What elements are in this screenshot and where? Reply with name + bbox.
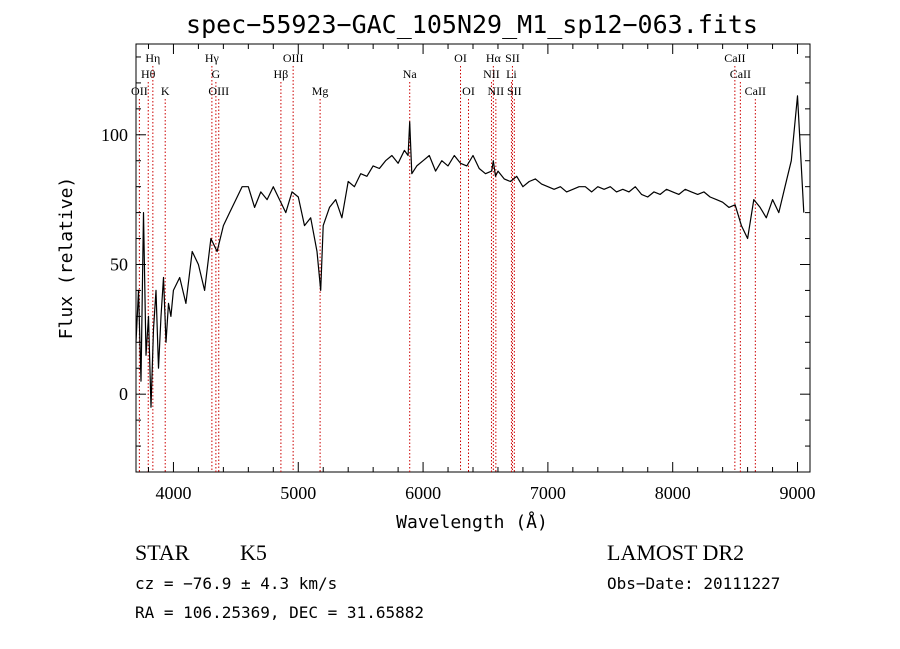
x-tick-label: 7000 <box>530 483 566 503</box>
object-subclass: K5 <box>240 540 267 565</box>
coordinates-text: RA = 106.25369, DEC = 31.65882 <box>135 603 424 622</box>
spectral-line-label: Li <box>506 67 517 81</box>
spectral-line-label: Hη <box>145 51 160 65</box>
x-tick-label: 5000 <box>280 483 316 503</box>
spectral-line-label: Mg <box>312 84 329 98</box>
plot-area: OIIHθHηKHγGOIIIHβOIIIMgNaOIOIHαNIINIISII… <box>101 43 816 503</box>
spectral-line-label: SII <box>505 51 520 65</box>
spectral-line-label: Hα <box>486 51 502 65</box>
spectral-line-label: CaII <box>724 51 745 65</box>
spectral-line-label: OIII <box>208 84 229 98</box>
redshift-text: cz = −76.9 ± 4.3 km/s <box>135 574 337 593</box>
line-markers: OIIHθHηKHγGOIIIHβOIIIMgNaOIOIHαNIINIISII… <box>131 51 766 472</box>
spectral-line-label: NII <box>483 67 500 81</box>
spectrum-series <box>135 95 805 408</box>
y-tick-label: 50 <box>110 254 128 274</box>
spectral-line-label: OI <box>454 51 467 65</box>
y-axis-ticks: 0 50 100 <box>101 56 810 473</box>
x-tick-label: 9000 <box>780 483 816 503</box>
x-axis-ticks: 4000 5000 6000 7000 8000 9000 <box>147 44 816 503</box>
spectrum-line <box>135 95 805 408</box>
spectral-line-label: SII <box>507 84 522 98</box>
x-tick-label: 6000 <box>405 483 441 503</box>
y-tick-label: 100 <box>101 125 128 145</box>
spectral-line-label: Na <box>403 67 418 81</box>
spectral-line-label: OIII <box>283 51 304 65</box>
x-axis-label: Wavelength (Å) <box>396 511 548 533</box>
object-class: STAR <box>135 540 190 565</box>
x-tick-label: 8000 <box>655 483 691 503</box>
spectral-line-label: Hθ <box>141 67 156 81</box>
y-tick-label: 0 <box>119 384 128 404</box>
spectral-line-label: K <box>161 84 170 98</box>
plot-frame <box>135 43 811 473</box>
y-axis-label: Flux (relative) <box>56 177 77 340</box>
spectral-line-label: CaII <box>745 84 766 98</box>
spectral-line-label: Hβ <box>274 67 289 81</box>
obs-date: Obs−Date: 20111227 <box>607 574 780 593</box>
spectral-line-label: OI <box>462 84 475 98</box>
survey-name: LAMOST DR2 <box>607 540 744 565</box>
spectral-line-label: G <box>212 67 221 81</box>
chart-title: spec−55923−GAC_105N29_M1_sp12−063.fits <box>186 10 758 39</box>
spectral-line-label: NII <box>488 84 505 98</box>
spectral-line-label: CaII <box>730 67 751 81</box>
x-tick-label: 4000 <box>155 483 191 503</box>
spectral-line-label: Hγ <box>205 51 220 65</box>
spectral-line-label: OII <box>131 84 148 98</box>
